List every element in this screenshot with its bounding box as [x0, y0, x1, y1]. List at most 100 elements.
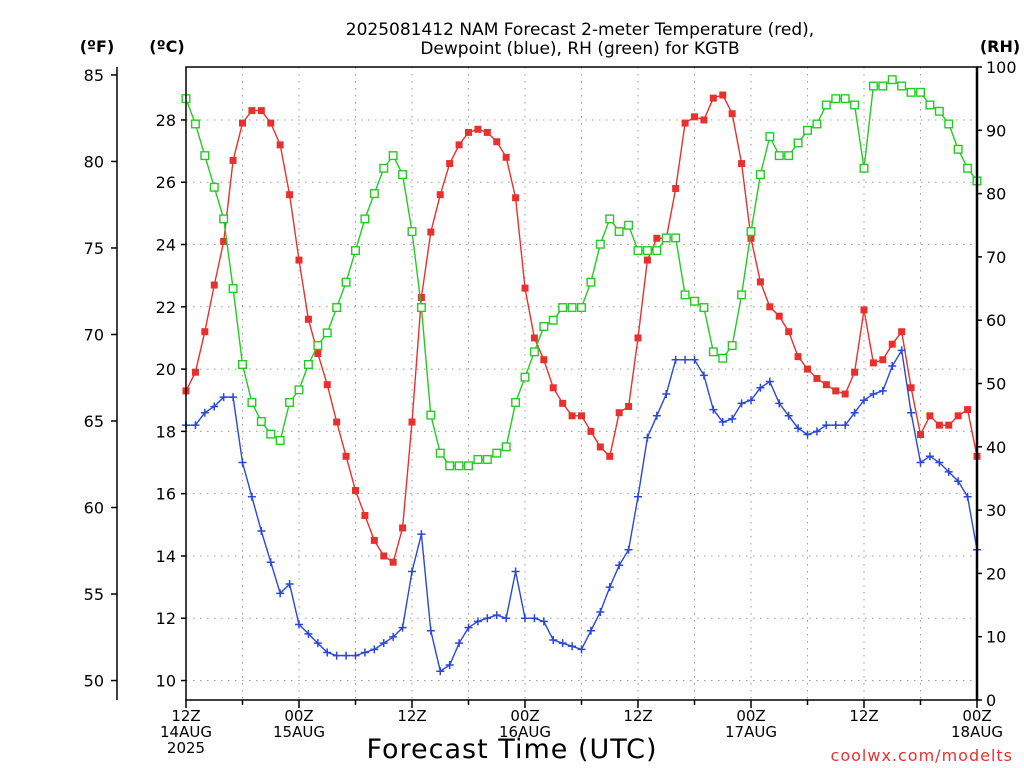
dewpoint-point [652, 411, 661, 420]
dewpoint-point [925, 452, 934, 461]
temperature-point [408, 418, 416, 426]
rh-point [680, 290, 690, 300]
dewpoint-point [219, 393, 228, 402]
dewpoint-point [285, 579, 294, 588]
rh-point [473, 454, 483, 464]
temperature-point [596, 443, 604, 451]
rh-point [416, 303, 426, 313]
temperature-point [220, 237, 228, 245]
temperature-point [709, 94, 717, 102]
rh-point [708, 347, 718, 357]
celsius-tick-label: 24 [156, 236, 176, 255]
temperature-point [455, 141, 463, 149]
rh-point [624, 220, 634, 230]
celsius-tick-label: 26 [156, 173, 176, 192]
dewpoint-point [897, 346, 906, 355]
rh-point [369, 189, 379, 199]
rh-point [322, 328, 332, 338]
rh-point [266, 429, 276, 439]
time-tick-label: 00Z [284, 707, 313, 725]
temperature-point [314, 350, 322, 358]
dewpoint-point [690, 355, 699, 364]
temperature-point [333, 418, 341, 426]
fahrenheit-tick-label: 50 [84, 672, 104, 691]
rh-point [633, 246, 643, 256]
rh-point [351, 246, 361, 256]
time-tick-label: 18AUG [951, 723, 1003, 741]
temperature-point [804, 365, 811, 373]
rh-point [482, 454, 492, 464]
dewpoint-point [944, 467, 953, 476]
temperature-point [370, 536, 378, 544]
dewpoint-point [502, 614, 511, 623]
dewpoint-line [186, 348, 978, 673]
rh-point [247, 397, 257, 407]
dewpoint-point [549, 636, 558, 645]
rh-point [595, 239, 605, 249]
rh-point [341, 277, 351, 287]
dewpoint-point [728, 414, 737, 423]
rh-point [445, 461, 455, 471]
dewpoint-point [615, 561, 624, 570]
series-temperature [182, 91, 981, 566]
temperature-point [935, 421, 943, 429]
temperature-point [239, 119, 246, 127]
fahrenheit-tick-label: 85 [84, 66, 104, 85]
grid [186, 67, 977, 700]
dewpoint-point [747, 396, 755, 405]
rh-tick-label: 30 [986, 501, 1006, 520]
rh-point [209, 182, 219, 192]
temperature-point [606, 452, 614, 460]
time-tick-label: 2025 [167, 739, 205, 757]
rh-point [953, 144, 963, 154]
rh-point [690, 296, 700, 306]
rh-point [793, 138, 803, 148]
fahrenheit-tick-label: 65 [84, 412, 104, 431]
temperature-point [399, 524, 407, 532]
dewpoint-point [860, 396, 868, 405]
time-tick-label: 14AUG [160, 723, 212, 741]
temperature-point [530, 334, 538, 342]
temperature-point [945, 421, 953, 429]
rh-point [718, 353, 728, 363]
temperature-point [210, 281, 218, 289]
dewpoint-point [662, 390, 671, 399]
temperature-point [540, 356, 548, 364]
temperature-point [295, 256, 303, 264]
temperature-point [342, 452, 350, 460]
dewpoint-point [577, 645, 586, 654]
rh-point [586, 277, 596, 287]
temperature-point [691, 113, 698, 121]
dewpoint-point [850, 408, 859, 417]
rh-point [256, 416, 266, 426]
rh-point [200, 151, 210, 161]
temperature-point [276, 141, 284, 149]
rh-tick-label: 90 [986, 121, 1006, 140]
time-tick-label: 12Z [849, 707, 878, 725]
temperature-point [304, 315, 312, 323]
rh-point [379, 163, 389, 173]
dewpoint-point [455, 639, 464, 648]
rh-point [435, 448, 445, 458]
rh-tick-label: 80 [986, 185, 1006, 204]
rh-point [840, 94, 850, 104]
dewpoint-point [634, 492, 642, 501]
celsius-tick-label: 10 [156, 672, 176, 691]
rh-point [332, 303, 342, 313]
celsius-tick-label: 16 [156, 485, 176, 504]
dewpoint-point [521, 614, 529, 623]
temperature-point [229, 156, 237, 164]
temperature-point [954, 412, 962, 420]
temperature-point [323, 381, 331, 389]
rh-point [190, 119, 200, 129]
temperature-point [352, 487, 359, 495]
dewpoint-point [530, 614, 539, 623]
dewpoint-point [737, 399, 746, 408]
x-axis-title: Forecast Time (UTC) [366, 734, 657, 765]
dewpoint-point [238, 458, 247, 467]
temperature-point [907, 384, 915, 392]
dewpoint-point [464, 623, 473, 632]
time-tick-label: 00Z [962, 707, 991, 725]
dewpoint-point [445, 660, 454, 669]
temperature-point [201, 328, 209, 336]
